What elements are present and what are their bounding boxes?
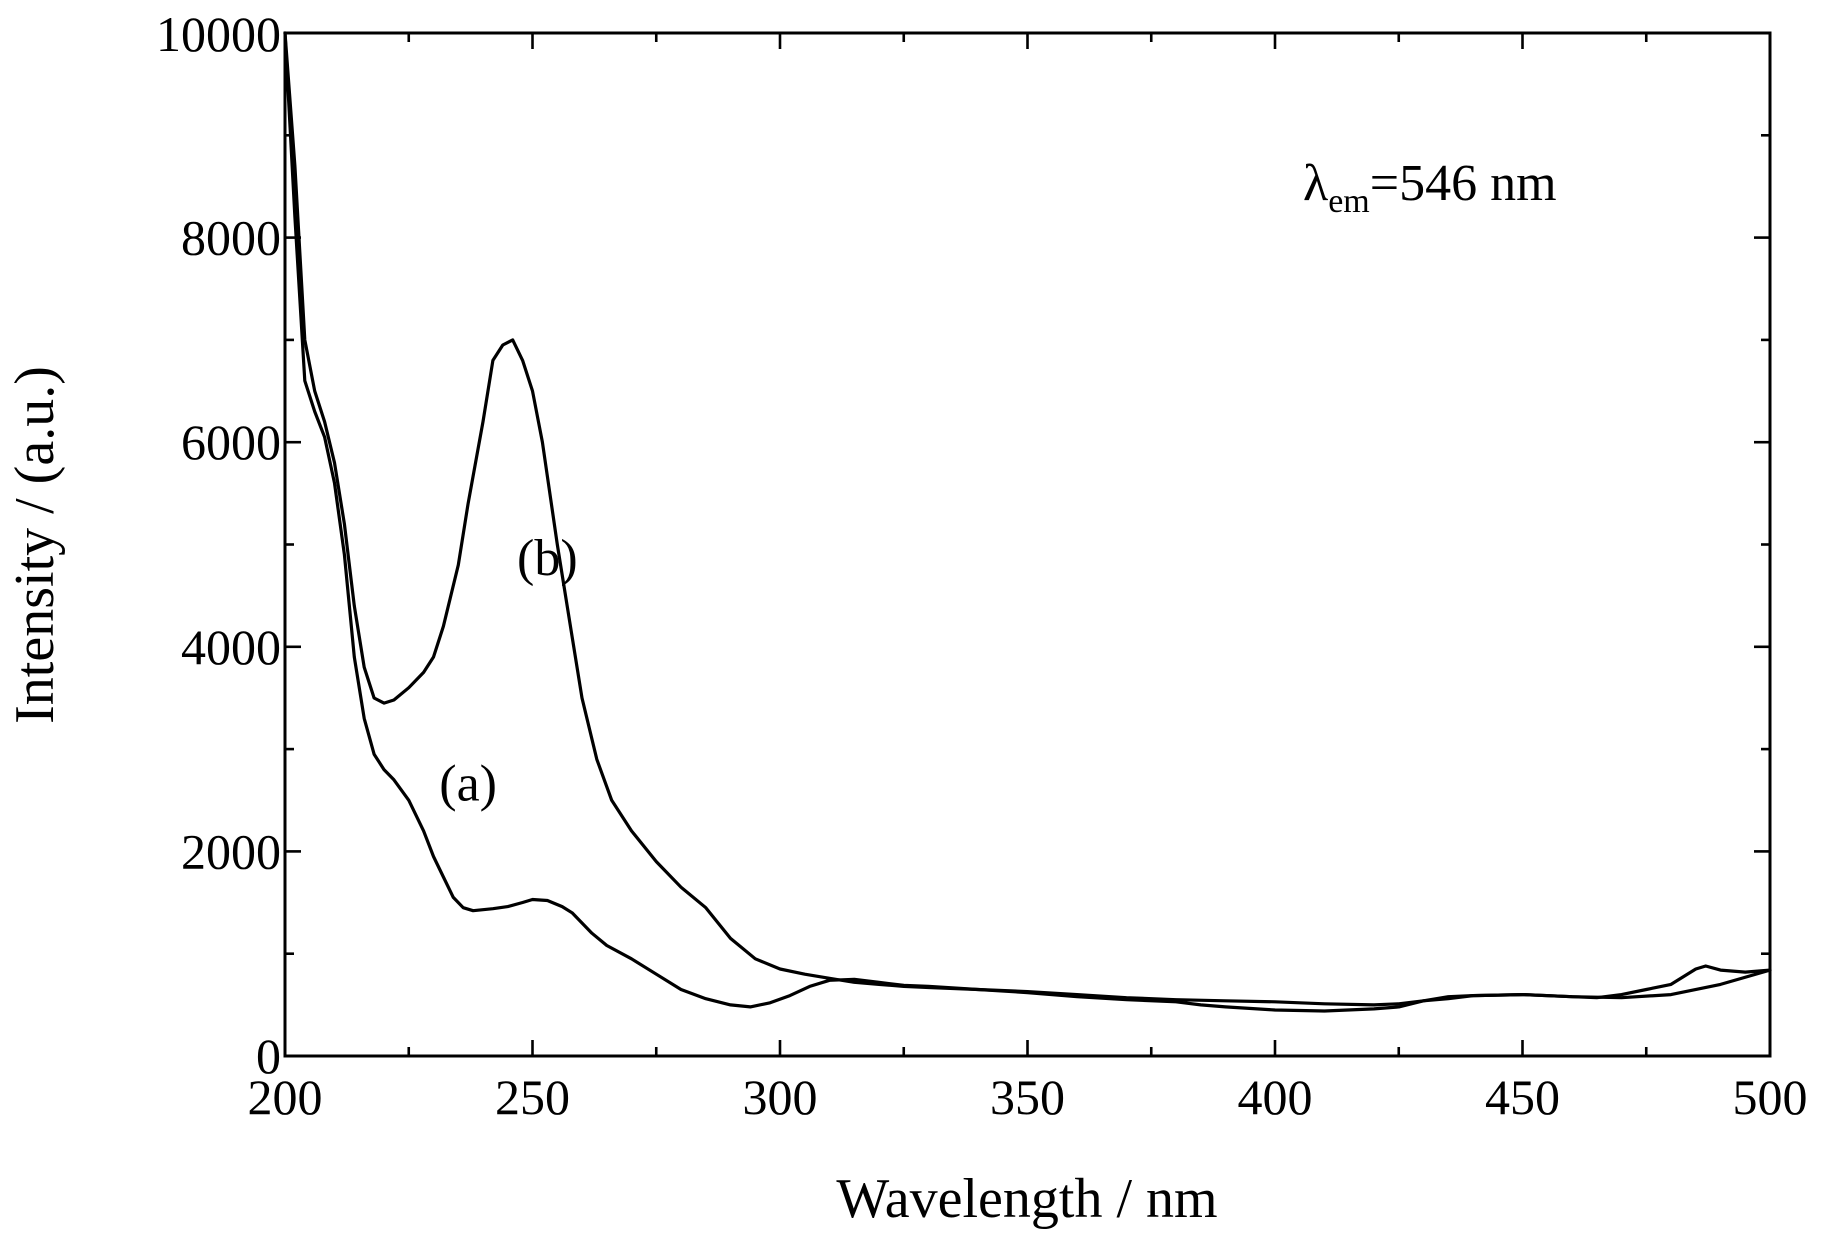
- x-tick-label: 250: [495, 1069, 570, 1125]
- series-labels: (a) (b): [439, 530, 577, 812]
- y-tick-label: 2000: [181, 823, 281, 879]
- axis-tick-labels: 200 250 300 350 400 450 500 0 2000 4000 6000 8000 10…: [156, 6, 1808, 1125]
- y-tick-label: 10000: [156, 6, 281, 62]
- series-line-b: [283, 31, 1772, 1007]
- series-label-a: (a): [439, 755, 497, 812]
- x-tick-label: 300: [743, 1069, 818, 1125]
- x-tick-label: 500: [1733, 1069, 1808, 1125]
- series-label-b: (b): [517, 530, 578, 587]
- y-axis-title: Intensity / (a.u.): [4, 366, 66, 724]
- y-tick-label: 0: [256, 1028, 281, 1084]
- y-tick-label: 6000: [181, 414, 281, 470]
- y-tick-label: 4000: [181, 619, 281, 675]
- annotation-subscript: em: [1328, 183, 1370, 220]
- emission-wavelength-annotation: λem=546 nm: [1303, 155, 1557, 220]
- x-tick-label: 200: [248, 1069, 323, 1125]
- axis-ticks: [283, 31, 1772, 1058]
- annotation-symbol: λ: [1303, 155, 1328, 212]
- y-tick-label: 8000: [181, 210, 281, 266]
- annotation-text: =546 nm: [1370, 155, 1557, 212]
- series-lines: [283, 31, 1772, 1013]
- x-tick-label: 350: [990, 1069, 1065, 1125]
- x-tick-label: 450: [1485, 1069, 1560, 1125]
- x-axis-title: Wavelength / nm: [836, 1168, 1217, 1230]
- x-tick-label: 400: [1238, 1069, 1313, 1125]
